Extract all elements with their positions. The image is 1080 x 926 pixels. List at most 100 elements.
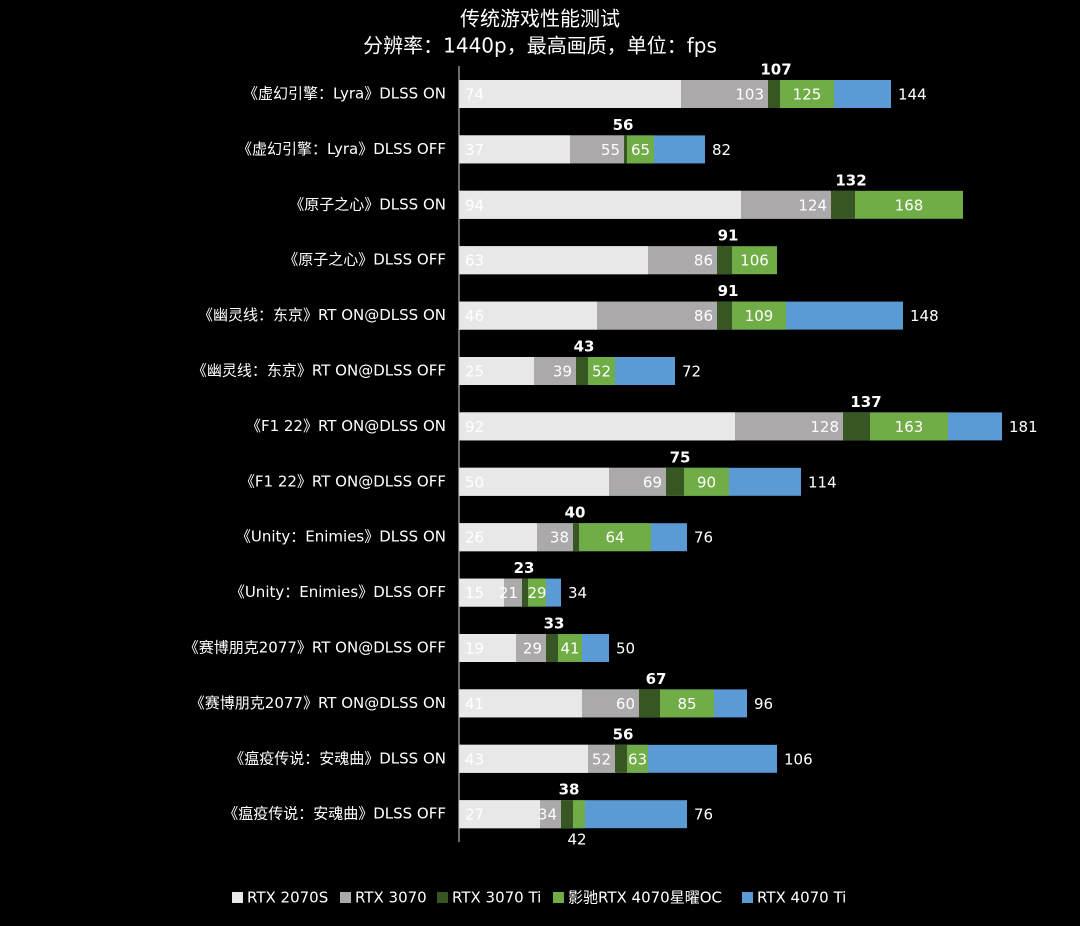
bar [459, 523, 537, 552]
data-label: 137 [850, 393, 881, 411]
data-label: 106 [784, 750, 813, 768]
bar [459, 744, 588, 773]
y-tick-label: 《Unity：Enimies》DLSS ON [236, 528, 446, 546]
data-label: 96 [754, 695, 773, 713]
data-label: 38 [559, 781, 580, 799]
data-label: 29 [527, 584, 546, 602]
data-label: 60 [616, 695, 635, 713]
data-label: 33 [544, 615, 565, 633]
legend-label: RTX 3070 Ti [452, 889, 541, 907]
legend-swatch [742, 892, 753, 903]
y-tick-label: 《瘟疫传说：安魂曲》DLSS OFF [223, 805, 446, 823]
data-label: 63 [628, 750, 647, 768]
bar [459, 301, 597, 330]
y-tick-label: 《幽灵线：东京》RT ON@DLSS OFF [192, 362, 446, 380]
data-label: 50 [616, 640, 635, 658]
bar [459, 80, 681, 108]
bar [459, 190, 741, 219]
data-label: 132 [835, 171, 866, 189]
y-tick-label: 《原子之心》DLSS ON [289, 195, 446, 213]
data-label: 106 [740, 252, 769, 270]
data-label: 21 [499, 584, 518, 602]
data-label: 148 [910, 307, 939, 325]
bar [459, 357, 534, 385]
bar [459, 689, 582, 718]
data-label: 125 [793, 86, 822, 104]
data-label: 19 [465, 640, 484, 658]
data-label: 46 [465, 307, 484, 325]
y-tick-label: 《原子之心》DLSS OFF [283, 251, 446, 269]
y-tick-label: 《赛博朋克2077》RT ON@DLSS OFF [184, 639, 446, 657]
data-label: 39 [553, 363, 572, 381]
y-tick-label: 《虚幻引擎：Lyra》DLSS ON [243, 85, 446, 103]
data-label: 43 [465, 750, 484, 768]
bar [459, 800, 540, 829]
data-label: 23 [514, 559, 535, 577]
data-label: 26 [465, 529, 484, 547]
data-label: 92 [465, 418, 484, 436]
data-label: 144 [898, 86, 927, 104]
legend-swatch [437, 892, 448, 903]
y-tick-label: 《F1 22》RT ON@DLSS OFF [240, 472, 446, 490]
bar [459, 578, 504, 607]
data-label: 124 [798, 196, 827, 214]
y-tick-label: 《F1 22》RT ON@DLSS ON [246, 417, 446, 435]
data-label: 67 [646, 670, 667, 688]
data-label: 52 [592, 363, 611, 381]
data-label: 181 [1009, 418, 1038, 436]
data-label: 52 [592, 750, 611, 768]
data-label: 168 [895, 196, 924, 214]
data-label: 75 [670, 448, 691, 466]
data-label: 55 [601, 141, 620, 159]
data-label: 128 [810, 418, 839, 436]
data-label: 86 [694, 307, 713, 325]
data-label: 27 [465, 806, 484, 824]
data-label: 25 [465, 363, 484, 381]
data-label: 37 [465, 141, 484, 159]
data-label: 50 [465, 473, 484, 491]
legend-label: RTX 4070 Ti [757, 889, 846, 907]
bar [459, 135, 570, 164]
bar [459, 634, 516, 662]
data-label: 63 [465, 252, 484, 270]
y-tick-label: 《赛博朋克2077》RT ON@DLSS ON [190, 694, 446, 712]
data-label: 91 [718, 282, 739, 300]
bar [459, 467, 609, 496]
data-label: 40 [565, 504, 586, 522]
data-label: 15 [465, 584, 484, 602]
data-label: 163 [895, 418, 924, 436]
chart-subtitle: 分辨率：1440p，最高画质，单位：fps [363, 34, 717, 58]
data-label: 29 [523, 640, 542, 658]
data-label: 107 [760, 61, 791, 79]
data-label: 56 [613, 725, 634, 743]
data-label: 94 [465, 196, 484, 214]
bar [459, 246, 648, 275]
data-label: 91 [718, 227, 739, 245]
data-label: 76 [694, 529, 713, 547]
data-label: 42 [567, 831, 586, 849]
data-label: 82 [712, 141, 731, 159]
data-label: 65 [631, 141, 650, 159]
data-label: 34 [538, 806, 557, 824]
legend-swatch [340, 892, 351, 903]
data-label: 56 [613, 116, 634, 134]
data-label: 69 [643, 473, 662, 491]
data-label: 72 [682, 363, 701, 381]
y-tick-label: 《瘟疫传说：安魂曲》DLSS ON [229, 749, 446, 767]
data-label: 85 [677, 695, 696, 713]
legend-label: RTX 2070S [247, 889, 328, 907]
y-tick-label: 《虚幻引擎：Lyra》DLSS OFF [237, 140, 446, 158]
data-label: 38 [550, 529, 569, 547]
data-label: 34 [568, 584, 587, 602]
data-label: 103 [735, 86, 764, 104]
legend-label: RTX 3070 [355, 889, 427, 907]
data-label: 74 [465, 86, 484, 104]
data-label: 86 [694, 252, 713, 270]
data-label: 114 [808, 473, 837, 491]
legend-swatch [232, 892, 243, 903]
legend-swatch [553, 892, 564, 903]
data-label: 109 [745, 307, 774, 325]
data-label: 41 [465, 695, 484, 713]
data-label: 90 [697, 473, 716, 491]
